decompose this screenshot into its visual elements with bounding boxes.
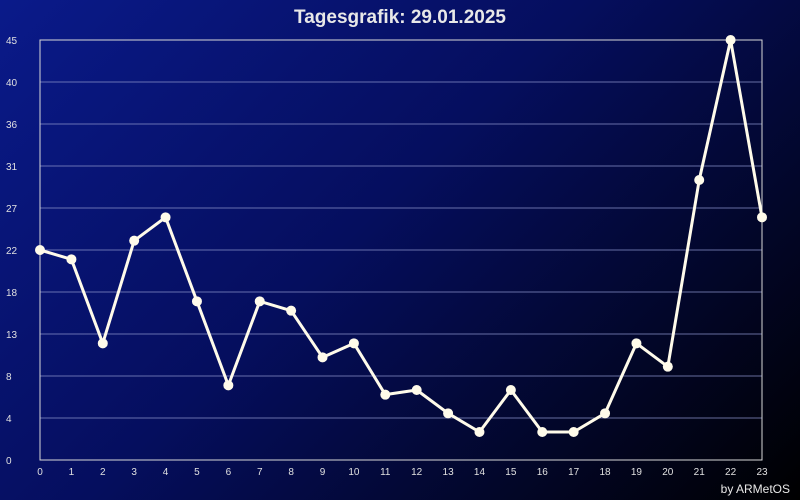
x-tick-label: 4 [163, 467, 169, 478]
data-point [223, 380, 234, 391]
data-point [286, 305, 297, 316]
x-tick-label: 16 [537, 467, 549, 478]
x-tick-label: 20 [662, 467, 674, 478]
data-point [254, 296, 265, 307]
x-tick-label: 0 [37, 467, 43, 478]
x-tick-label: 21 [694, 467, 706, 478]
series-layer [35, 35, 767, 437]
x-tick-label: 19 [631, 467, 643, 478]
x-tick-label: 17 [568, 467, 580, 478]
credit-label: by ARMetOS [721, 482, 790, 496]
x-tick-label: 18 [599, 467, 611, 478]
y-tick-label: 4 [6, 414, 12, 425]
y-tick-label: 8 [6, 372, 12, 383]
x-tick-label: 23 [756, 467, 768, 478]
data-point [191, 296, 202, 307]
data-point [380, 389, 391, 400]
x-tick-label: 8 [288, 467, 294, 478]
x-tick-label: 13 [443, 467, 455, 478]
data-point [568, 427, 579, 437]
y-tick-label: 45 [6, 36, 18, 47]
y-tick-label: 0 [6, 456, 12, 467]
x-tick-label: 3 [131, 467, 137, 478]
x-tick-label: 7 [257, 467, 263, 478]
x-tick-label: 11 [380, 467, 391, 478]
data-point [129, 235, 140, 246]
x-tick-label: 14 [474, 467, 486, 478]
y-tick-label: 13 [6, 330, 18, 341]
x-tick-label: 5 [194, 467, 200, 478]
x-tick-label: 22 [725, 467, 737, 478]
data-point [35, 245, 45, 255]
data-point [725, 35, 736, 45]
series-line [39, 38, 764, 434]
data-point [662, 361, 673, 372]
data-point [411, 385, 422, 395]
x-axis-ticks: 0 1 2 3 4 5 6 7 8 9 10 11 12 13 14 15 16 17 18 19 20 21 22 23 [37, 467, 768, 478]
x-tick-label: 1 [69, 467, 75, 478]
data-point [97, 338, 108, 349]
data-point [600, 408, 611, 419]
data-point [474, 427, 485, 437]
data-point [694, 175, 705, 185]
data-point [757, 212, 767, 223]
y-tick-label: 40 [6, 78, 18, 89]
data-point [160, 212, 171, 223]
x-tick-label: 2 [100, 467, 106, 478]
y-tick-label: 36 [6, 120, 18, 131]
x-tick-label: 9 [320, 467, 326, 478]
data-point [443, 408, 454, 419]
x-tick-label: 10 [348, 467, 360, 478]
data-point [537, 427, 548, 437]
data-point [348, 338, 359, 349]
y-tick-label: 27 [6, 204, 18, 215]
y-axis-ticks: 0 4 8 13 18 22 27 31 36 40 45 [6, 36, 18, 467]
data-point [631, 338, 642, 349]
chart-title: Tagesgrafik: 29.01.2025 [294, 7, 506, 28]
data-point [505, 385, 516, 395]
x-tick-label: 15 [505, 467, 517, 478]
x-tick-label: 12 [411, 467, 423, 478]
y-tick-label: 22 [6, 246, 18, 257]
data-point [317, 352, 328, 363]
grid-lines [40, 81, 762, 419]
data-point [66, 254, 77, 265]
y-tick-label: 18 [6, 288, 18, 299]
x-tick-label: 6 [226, 467, 232, 478]
y-tick-label: 31 [6, 162, 18, 173]
